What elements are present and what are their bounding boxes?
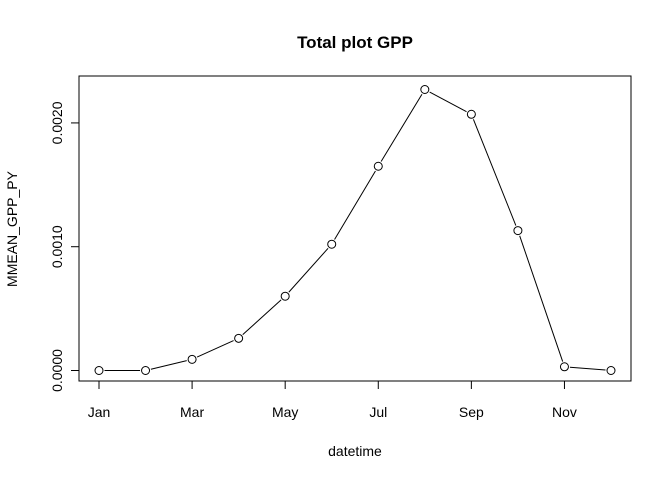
data-point: [373, 161, 383, 171]
data-point: [466, 109, 476, 119]
data-point: [187, 354, 197, 364]
data-point: [234, 333, 244, 343]
data-point: [513, 226, 523, 236]
x-tick-label: Mar: [180, 404, 204, 420]
plot-frame: [78, 75, 632, 382]
y-tick-label: 0.0010: [49, 225, 65, 268]
data-points: [94, 85, 616, 375]
x-tick-label: Sep: [459, 404, 484, 420]
y-tick-label: 0.0000: [49, 349, 65, 392]
chart-title: Total plot GPP: [297, 33, 413, 52]
data-point: [141, 366, 151, 375]
x-tick-label: May: [272, 404, 298, 420]
data-point: [280, 291, 290, 301]
x-tick-label: Nov: [552, 404, 577, 420]
data-point: [420, 85, 430, 94]
data-point: [559, 362, 569, 372]
y-axis-label: MMEAN_GPP_PY: [4, 170, 20, 287]
x-axis-label: datetime: [328, 443, 382, 459]
data-point: [327, 239, 337, 249]
x-tick-label: Jul: [369, 404, 387, 420]
data-point: [94, 366, 104, 375]
x-tick-label: Jan: [88, 404, 111, 420]
series-line: [104, 91, 606, 371]
y-tick-label: 0.0020: [49, 101, 65, 144]
data-point: [606, 366, 616, 375]
y-axis: 0.0000 0.0010 0.0020: [49, 101, 80, 392]
x-axis: Jan Mar May Jul Sep Nov: [88, 380, 577, 420]
